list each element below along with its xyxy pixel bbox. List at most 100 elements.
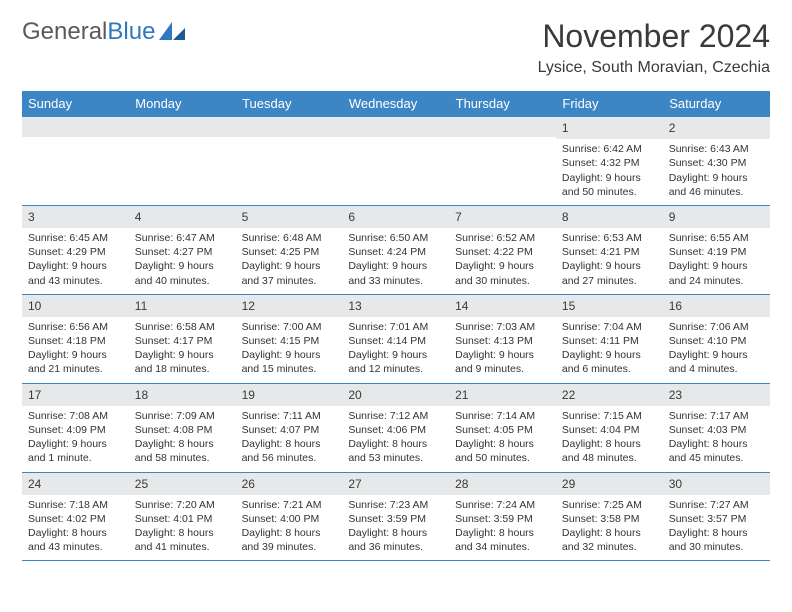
day-body: Sunrise: 7:04 AMSunset: 4:11 PMDaylight:… [556,317,663,383]
sunset-text: Sunset: 4:13 PM [455,334,550,348]
logo-text-general: General [22,18,107,46]
logo-sail-icon [159,22,185,42]
sunrise-text: Sunrise: 6:55 AM [669,231,764,245]
day-body: Sunrise: 7:23 AMSunset: 3:59 PMDaylight:… [342,495,449,561]
daylight-text: Daylight: 9 hours and 24 minutes. [669,259,764,287]
calendar-cell: 9Sunrise: 6:55 AMSunset: 4:19 PMDaylight… [663,205,770,294]
calendar-week-row: 3Sunrise: 6:45 AMSunset: 4:29 PMDaylight… [22,205,770,294]
day-body [236,137,343,189]
daylight-text: Daylight: 8 hours and 39 minutes. [242,526,337,554]
sunset-text: Sunset: 4:03 PM [669,423,764,437]
day-number: 6 [342,206,449,228]
day-number: 19 [236,384,343,406]
daylight-text: Daylight: 9 hours and 1 minute. [28,437,123,465]
day-number: 3 [22,206,129,228]
month-title: November 2024 [538,18,770,55]
day-number: 15 [556,295,663,317]
day-body: Sunrise: 7:11 AMSunset: 4:07 PMDaylight:… [236,406,343,472]
title-block: November 2024 Lysice, South Moravian, Cz… [538,18,770,77]
sunset-text: Sunset: 4:15 PM [242,334,337,348]
sunset-text: Sunset: 4:22 PM [455,245,550,259]
day-body: Sunrise: 7:25 AMSunset: 3:58 PMDaylight:… [556,495,663,561]
day-body: Sunrise: 7:00 AMSunset: 4:15 PMDaylight:… [236,317,343,383]
calendar-cell [129,117,236,206]
day-body: Sunrise: 7:17 AMSunset: 4:03 PMDaylight:… [663,406,770,472]
day-number: 11 [129,295,236,317]
day-body: Sunrise: 6:58 AMSunset: 4:17 PMDaylight:… [129,317,236,383]
day-body [342,137,449,189]
sunrise-text: Sunrise: 7:00 AM [242,320,337,334]
day-body: Sunrise: 7:27 AMSunset: 3:57 PMDaylight:… [663,495,770,561]
day-body: Sunrise: 7:20 AMSunset: 4:01 PMDaylight:… [129,495,236,561]
sunrise-text: Sunrise: 7:18 AM [28,498,123,512]
sunrise-text: Sunrise: 6:45 AM [28,231,123,245]
sunset-text: Sunset: 4:07 PM [242,423,337,437]
daylight-text: Daylight: 9 hours and 12 minutes. [348,348,443,376]
calendar-cell: 2Sunrise: 6:43 AMSunset: 4:30 PMDaylight… [663,117,770,206]
sunset-text: Sunset: 3:59 PM [348,512,443,526]
day-body: Sunrise: 7:24 AMSunset: 3:59 PMDaylight:… [449,495,556,561]
daylight-text: Daylight: 8 hours and 36 minutes. [348,526,443,554]
calendar-cell: 21Sunrise: 7:14 AMSunset: 4:05 PMDayligh… [449,383,556,472]
daylight-text: Daylight: 9 hours and 4 minutes. [669,348,764,376]
daylight-text: Daylight: 8 hours and 58 minutes. [135,437,230,465]
day-number: 28 [449,473,556,495]
day-number: 21 [449,384,556,406]
day-body: Sunrise: 7:12 AMSunset: 4:06 PMDaylight:… [342,406,449,472]
day-body [22,137,129,189]
sunrise-text: Sunrise: 7:24 AM [455,498,550,512]
day-body [129,137,236,189]
location: Lysice, South Moravian, Czechia [538,59,770,77]
weekday-thursday: Thursday [449,91,556,117]
day-body: Sunrise: 6:56 AMSunset: 4:18 PMDaylight:… [22,317,129,383]
day-number: 10 [22,295,129,317]
day-number: 25 [129,473,236,495]
calendar-cell: 3Sunrise: 6:45 AMSunset: 4:29 PMDaylight… [22,205,129,294]
day-number: 14 [449,295,556,317]
calendar-cell: 25Sunrise: 7:20 AMSunset: 4:01 PMDayligh… [129,472,236,561]
daylight-text: Daylight: 8 hours and 32 minutes. [562,526,657,554]
calendar-cell: 30Sunrise: 7:27 AMSunset: 3:57 PMDayligh… [663,472,770,561]
weekday-saturday: Saturday [663,91,770,117]
sunrise-text: Sunrise: 7:23 AM [348,498,443,512]
day-body: Sunrise: 7:21 AMSunset: 4:00 PMDaylight:… [236,495,343,561]
sunrise-text: Sunrise: 7:17 AM [669,409,764,423]
day-number: 24 [22,473,129,495]
sunset-text: Sunset: 4:11 PM [562,334,657,348]
weekday-monday: Monday [129,91,236,117]
calendar-cell: 6Sunrise: 6:50 AMSunset: 4:24 PMDaylight… [342,205,449,294]
sunset-text: Sunset: 4:25 PM [242,245,337,259]
sunrise-text: Sunrise: 6:43 AM [669,142,764,156]
sunset-text: Sunset: 4:08 PM [135,423,230,437]
daylight-text: Daylight: 8 hours and 53 minutes. [348,437,443,465]
sunrise-text: Sunrise: 7:11 AM [242,409,337,423]
calendar-cell: 17Sunrise: 7:08 AMSunset: 4:09 PMDayligh… [22,383,129,472]
day-number: 23 [663,384,770,406]
day-number: 8 [556,206,663,228]
daylight-text: Daylight: 9 hours and 50 minutes. [562,171,657,199]
sunrise-text: Sunrise: 7:09 AM [135,409,230,423]
day-number: 22 [556,384,663,406]
daylight-text: Daylight: 9 hours and 37 minutes. [242,259,337,287]
logo: GeneralBlue [22,18,185,46]
calendar-cell: 22Sunrise: 7:15 AMSunset: 4:04 PMDayligh… [556,383,663,472]
sunrise-text: Sunrise: 7:20 AM [135,498,230,512]
day-body: Sunrise: 7:03 AMSunset: 4:13 PMDaylight:… [449,317,556,383]
day-number: 29 [556,473,663,495]
day-body: Sunrise: 6:53 AMSunset: 4:21 PMDaylight:… [556,228,663,294]
sunset-text: Sunset: 3:59 PM [455,512,550,526]
day-body: Sunrise: 6:45 AMSunset: 4:29 PMDaylight:… [22,228,129,294]
daylight-text: Daylight: 9 hours and 21 minutes. [28,348,123,376]
day-number [342,117,449,137]
day-body: Sunrise: 6:50 AMSunset: 4:24 PMDaylight:… [342,228,449,294]
sunrise-text: Sunrise: 6:58 AM [135,320,230,334]
day-body: Sunrise: 7:08 AMSunset: 4:09 PMDaylight:… [22,406,129,472]
daylight-text: Daylight: 9 hours and 6 minutes. [562,348,657,376]
daylight-text: Daylight: 9 hours and 9 minutes. [455,348,550,376]
sunset-text: Sunset: 4:24 PM [348,245,443,259]
day-number: 16 [663,295,770,317]
sunrise-text: Sunrise: 6:47 AM [135,231,230,245]
day-number: 18 [129,384,236,406]
day-body: Sunrise: 7:01 AMSunset: 4:14 PMDaylight:… [342,317,449,383]
day-number [129,117,236,137]
